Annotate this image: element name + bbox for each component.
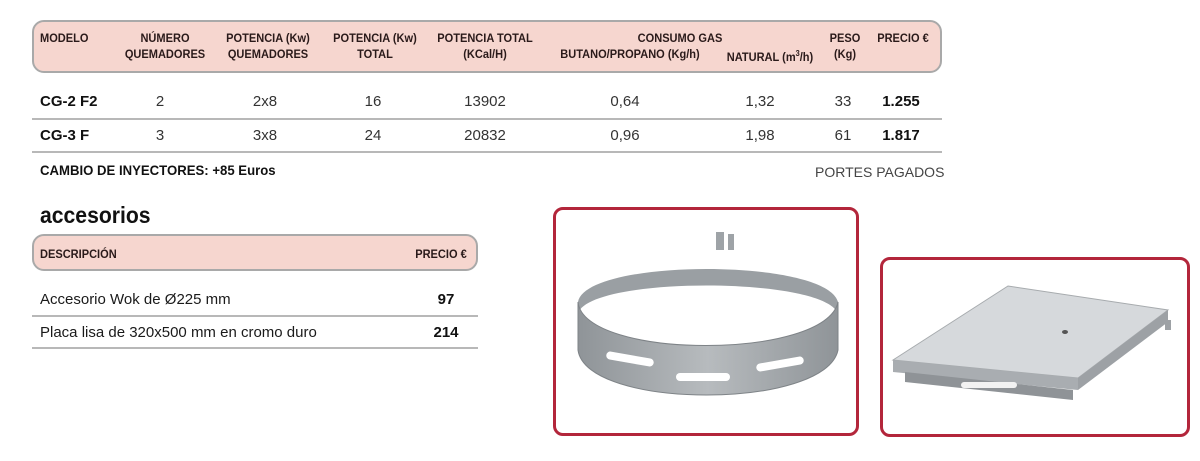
flat-plate-icon	[891, 285, 1171, 400]
accessory-price: 214	[433, 324, 459, 341]
cell-butano: 0,96	[610, 127, 640, 144]
header-potencia-kcal: POTENCIA TOTAL (KCal/H)	[437, 31, 533, 61]
row-divider	[32, 347, 478, 349]
header-descripcion: DESCRIPCIÓN	[40, 247, 117, 261]
accessory-description: Accesorio Wok de Ø225 mm	[40, 291, 231, 308]
header-consumo-gas: CONSUMO GAS	[637, 31, 723, 45]
cell-potencia-quemadores: 2x8	[252, 93, 278, 110]
cell-modelo: CG-2 F2	[40, 93, 98, 110]
accessories-header	[32, 234, 478, 271]
cell-kcal: 20832	[464, 127, 506, 144]
cell-modelo: CG-3 F	[40, 127, 90, 144]
cell-precio: 1.255	[882, 93, 920, 110]
header-numero: NÚMERO QUEMADORES	[124, 31, 206, 61]
cell-peso: 61	[834, 127, 852, 144]
cell-potencia-quemadores: 3x8	[252, 127, 278, 144]
header-butano: BUTANO/PROPANO (Kg/h)	[560, 47, 700, 61]
injector-change-note: CAMBIO DE INYECTORES: +85 Euros	[40, 162, 276, 178]
plate-photo	[880, 257, 1190, 437]
cell-potencia-total: 24	[364, 127, 382, 144]
header-natural: NATURAL (m3/h)	[726, 49, 814, 64]
cell-potencia-total: 16	[364, 93, 382, 110]
cell-peso: 33	[834, 93, 852, 110]
cell-natural: 1,98	[745, 127, 775, 144]
wok-ring-icon	[577, 232, 839, 412]
cell-butano: 0,64	[610, 93, 640, 110]
accessory-description: Placa lisa de 320x500 mm en cromo duro	[40, 324, 317, 341]
cell-quemadores: 2	[155, 93, 165, 110]
wok-ring-photo	[553, 207, 859, 436]
header-modelo: MODELO	[40, 31, 89, 45]
cell-precio: 1.817	[882, 127, 920, 144]
cell-quemadores: 3	[155, 127, 165, 144]
header-potencia-quemadores: POTENCIA (Kw) QUEMADORES	[226, 31, 310, 61]
header-peso: PESO (Kg)	[829, 31, 861, 61]
row-divider	[32, 315, 478, 317]
row-divider	[32, 118, 942, 120]
accessories-title: accesorios	[40, 202, 151, 228]
cell-kcal: 13902	[464, 93, 506, 110]
shipping-note: PORTES PAGADOS	[815, 164, 945, 180]
header-potencia-total: POTENCIA (Kw) TOTAL	[333, 31, 417, 61]
accessory-price: 97	[437, 291, 455, 308]
spec-table-header	[32, 20, 942, 73]
header-precio: PRECIO €	[877, 31, 929, 45]
row-divider	[32, 151, 942, 153]
cell-natural: 1,32	[745, 93, 775, 110]
header-precio: PRECIO €	[415, 247, 467, 261]
